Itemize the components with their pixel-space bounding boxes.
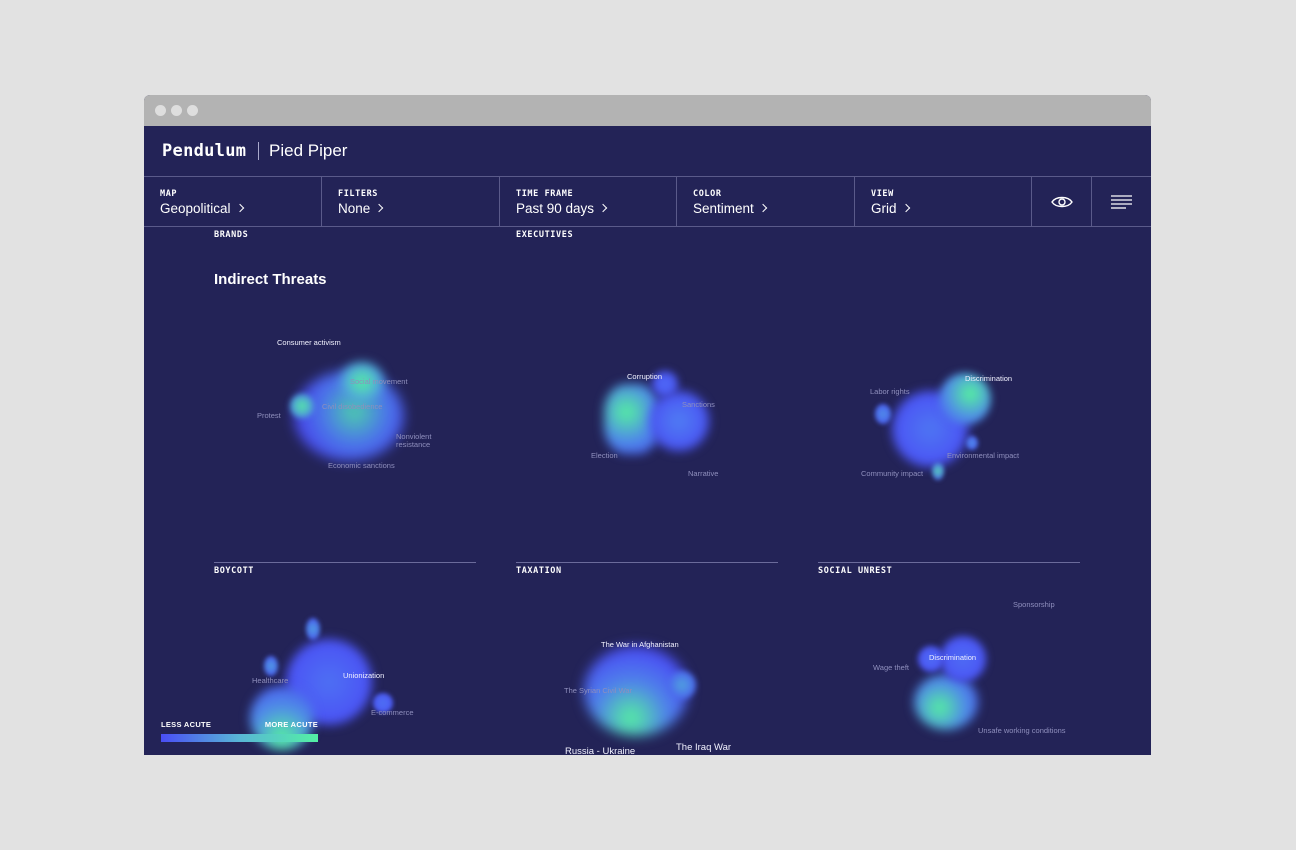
topic-label[interactable]: Protest	[257, 411, 281, 420]
topic-label[interactable]: Discrimination	[929, 653, 977, 662]
topic-label[interactable]: Nonviolent	[396, 432, 432, 441]
topic-label[interactable]: Sanctions	[682, 400, 715, 409]
cluster-blob	[340, 362, 384, 402]
chevron-right-icon	[598, 203, 608, 213]
map-value: Geopolitical	[160, 201, 244, 216]
cluster-blob	[966, 436, 978, 450]
section-brands[interactable]: BRANDS	[214, 230, 249, 240]
window-maximize-dot[interactable]	[187, 105, 198, 116]
topic-label[interactable]: Economic sanctions	[328, 461, 395, 470]
view-value: Grid	[871, 201, 910, 216]
legend-more-label: MORE ACUTE	[264, 720, 318, 729]
topic-label[interactable]: Community impact	[861, 469, 924, 478]
eye-icon	[1050, 196, 1073, 207]
timeframe-value: Past 90 days	[516, 201, 608, 216]
topic-label[interactable]: Consumer activism	[277, 338, 341, 347]
topic-label[interactable]: Election	[591, 451, 618, 460]
menu-icon	[1111, 194, 1132, 209]
section-social-unrest[interactable]: SOCIAL UNREST	[818, 566, 893, 576]
view-label: VIEW	[871, 189, 894, 199]
workspace-name: Pied Piper	[269, 141, 348, 160]
topic-label[interactable]: Labor rights	[870, 387, 910, 396]
app-window: Pendulum Pied Piper MAP Geopolitical FIL…	[144, 95, 1151, 755]
window-close-dot[interactable]	[155, 105, 166, 116]
cluster-blob	[932, 462, 944, 480]
cluster-blob	[668, 671, 696, 699]
row-divider	[818, 562, 1080, 563]
topic-label[interactable]: resistance	[396, 440, 431, 449]
cluster-blob	[649, 391, 709, 451]
topic-label[interactable]: Unionization	[343, 671, 385, 680]
app-header: Pendulum Pied Piper	[144, 126, 1151, 177]
cluster-blob	[939, 373, 991, 425]
visibility-button[interactable]	[1032, 177, 1092, 226]
legend-gradient-bar	[161, 734, 318, 742]
topic-label[interactable]: Wage theft	[873, 663, 909, 672]
timeframe-selector[interactable]: TIME FRAME Past 90 days	[500, 177, 677, 226]
topic-label[interactable]: The Syrian Civil War	[564, 686, 633, 695]
filters-label: FILTERS	[338, 189, 379, 199]
window-minimize-dot[interactable]	[171, 105, 182, 116]
window-titlebar	[144, 95, 1151, 126]
chevron-right-icon	[235, 203, 244, 213]
filters-value: None	[338, 201, 384, 216]
map-selector[interactable]: MAP Geopolitical	[144, 177, 322, 226]
cluster-blob	[290, 394, 314, 418]
cluster-blob	[652, 371, 678, 397]
cluster-blob	[875, 404, 891, 424]
topic-label[interactable]: Unsafe working conditions	[978, 726, 1066, 735]
threat-grid: BRANDS EXECUTIVES Indirect Threats Consu…	[144, 226, 1151, 755]
color-label: COLOR	[693, 189, 722, 199]
row-divider	[516, 562, 778, 563]
section-executives[interactable]: EXECUTIVES	[516, 230, 574, 240]
filters-selector[interactable]: FILTERS None	[322, 177, 500, 226]
brand-logo[interactable]: Pendulum	[162, 141, 247, 161]
topic-label[interactable]: Healthcare	[252, 676, 289, 685]
topic-label[interactable]: E-commerce	[371, 708, 414, 717]
topic-label[interactable]: Environmental impact	[947, 451, 1020, 460]
chevron-right-icon	[375, 203, 384, 213]
topic-label[interactable]: Discrimination	[965, 374, 1013, 383]
topic-label[interactable]: The War in Afghanistan	[601, 640, 679, 649]
brand-divider	[258, 142, 259, 160]
topic-label[interactable]: Sponsorship	[1013, 600, 1055, 609]
topic-label[interactable]: Narrative	[688, 469, 719, 478]
view-selector[interactable]: VIEW Grid	[855, 177, 1032, 226]
legend-less-label: LESS ACUTE	[161, 720, 212, 729]
row-divider	[214, 562, 476, 563]
cluster-blob	[914, 674, 978, 730]
map-label: MAP	[160, 189, 178, 199]
topic-label[interactable]: Civil disobedience	[322, 402, 383, 411]
cluster-blob	[306, 618, 320, 640]
topic-label[interactable]: The Iraq War	[676, 742, 732, 753]
color-selector[interactable]: COLOR Sentiment	[677, 177, 855, 226]
cluster-blob	[373, 693, 393, 713]
section-boycott[interactable]: BOYCOTT	[214, 566, 255, 576]
filter-toolbar: MAP Geopolitical FILTERS None TIME FRAME…	[144, 177, 1151, 227]
menu-button[interactable]	[1092, 177, 1151, 226]
color-value: Sentiment	[693, 201, 768, 216]
chevron-right-icon	[758, 203, 768, 213]
topic-label[interactable]: Social movement	[350, 377, 408, 386]
page-title: Indirect Threats	[214, 271, 327, 288]
chevron-right-icon	[901, 203, 910, 213]
topic-label[interactable]: Corruption	[627, 372, 663, 381]
timeframe-label: TIME FRAME	[516, 189, 574, 199]
topic-label[interactable]: Russia - Ukraine	[565, 746, 636, 755]
section-taxation[interactable]: TAXATION	[516, 566, 562, 576]
cluster-blob	[264, 656, 278, 676]
cluster-blob	[918, 646, 944, 672]
cluster-blob	[940, 636, 986, 682]
